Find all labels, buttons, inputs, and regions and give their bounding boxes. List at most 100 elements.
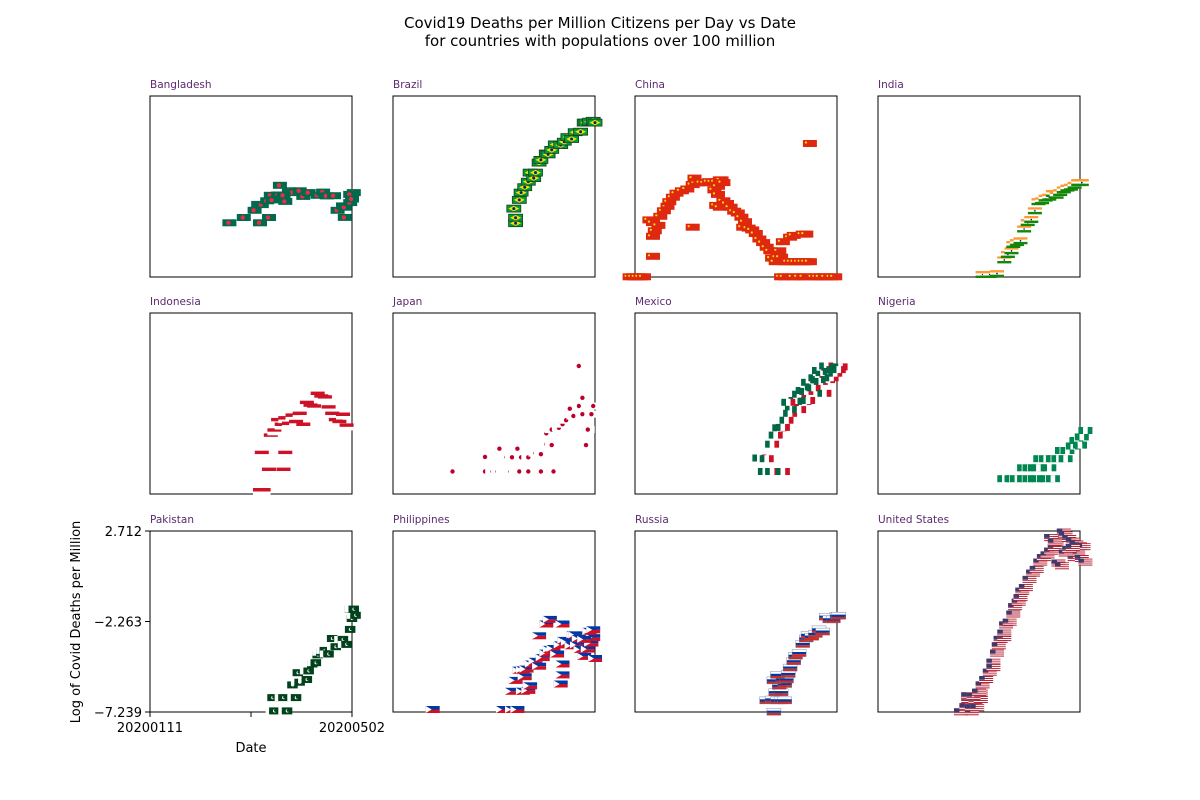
- data-point: [723, 203, 738, 211]
- data-point: [1073, 441, 1087, 449]
- data-markers: [253, 391, 354, 495]
- data-point: [782, 663, 798, 672]
- data-point: [817, 389, 832, 397]
- data-point: [236, 214, 251, 221]
- y-tick-label: −7.239: [94, 706, 142, 721]
- data-point: [756, 239, 771, 247]
- data-point: [321, 405, 336, 413]
- panel-title: United States: [878, 514, 949, 526]
- data-point: [512, 468, 527, 475]
- data-point: [339, 423, 354, 431]
- data-point: [334, 635, 349, 643]
- data-point: [1004, 247, 1019, 255]
- data-point: [997, 629, 1012, 637]
- data-point: [562, 405, 577, 413]
- data-point: [222, 219, 237, 227]
- data-point: [555, 660, 570, 668]
- data-point: [802, 258, 817, 266]
- data-point: [564, 135, 579, 143]
- data-point: [274, 422, 289, 430]
- data-point: [1047, 538, 1062, 546]
- data-point: [532, 662, 547, 670]
- panel-frame: [392, 312, 596, 495]
- data-point: [1042, 464, 1057, 472]
- data-point: [970, 704, 985, 712]
- data-point: [752, 235, 767, 243]
- data-point: [1027, 207, 1042, 215]
- data-point: [797, 273, 812, 281]
- data-point: [285, 413, 300, 421]
- data-point: [327, 643, 341, 651]
- panel-title: Russia: [635, 514, 669, 526]
- data-point: [445, 468, 460, 475]
- data-point: [508, 213, 524, 222]
- data-point: [508, 676, 523, 684]
- data-point: [786, 231, 801, 239]
- data-point: [575, 410, 590, 418]
- data-point: [496, 706, 510, 713]
- panel-indonesia: Indonesia: [149, 296, 354, 495]
- data-point: [341, 625, 356, 633]
- data-point: [272, 181, 287, 189]
- data-point: [573, 127, 588, 136]
- chart-title-line2: for countries with populations over 100 …: [425, 32, 775, 50]
- data-point: [1069, 437, 1084, 444]
- panel-china: China: [622, 79, 843, 281]
- data-markers: [425, 615, 602, 713]
- data-point: [307, 659, 322, 667]
- panel-frame: [392, 95, 596, 278]
- data-markers: [506, 116, 603, 228]
- data-point: [586, 402, 601, 410]
- data-point: [278, 450, 293, 458]
- data-point: [586, 626, 601, 634]
- data-point: [254, 450, 269, 458]
- chart-title-line1: Covid19 Deaths per Million Citizens per …: [404, 14, 796, 32]
- data-point: [319, 192, 334, 200]
- data-point: [990, 270, 1004, 278]
- data-point: [687, 174, 702, 182]
- data-point: [287, 694, 302, 702]
- data-point: [824, 374, 839, 382]
- data-point: [734, 213, 749, 221]
- panel-frame: [877, 312, 1081, 495]
- data-point: [1029, 565, 1044, 573]
- data-point: [828, 369, 843, 377]
- data-point: [763, 247, 778, 255]
- data-point: [544, 441, 559, 449]
- data-point: [768, 431, 783, 439]
- data-point: [1058, 455, 1073, 463]
- data-point: [711, 182, 725, 190]
- data-point: [317, 395, 332, 403]
- data-point: [759, 455, 774, 463]
- panel-title: Brazil: [393, 79, 422, 91]
- data-point: [289, 419, 304, 427]
- data-point: [716, 179, 731, 187]
- data-point: [1013, 594, 1028, 602]
- panel-mexico: Mexico: [634, 296, 848, 495]
- data-markers: [263, 605, 361, 715]
- data-point: [511, 195, 527, 204]
- data-point: [815, 627, 830, 636]
- panel-japan: Japan: [392, 296, 601, 495]
- data-point: [828, 273, 843, 281]
- data-point: [262, 214, 276, 221]
- data-point: [505, 453, 519, 461]
- data-point: [680, 185, 695, 193]
- data-point: [802, 140, 817, 147]
- data-point: [526, 174, 542, 183]
- panel-frame: [634, 530, 838, 713]
- data-point: [707, 186, 722, 194]
- data-point: [783, 409, 798, 417]
- data-point: [555, 671, 570, 679]
- x-axis-label: Date: [235, 741, 266, 756]
- data-point: [656, 207, 671, 215]
- data-point: [792, 406, 807, 414]
- data-point: [1074, 179, 1089, 187]
- data-point: [766, 708, 782, 716]
- data-point: [647, 227, 662, 235]
- data-point: [1045, 475, 1060, 483]
- data-point: [505, 687, 519, 695]
- data-point: [1060, 447, 1075, 454]
- data-point: [550, 650, 565, 658]
